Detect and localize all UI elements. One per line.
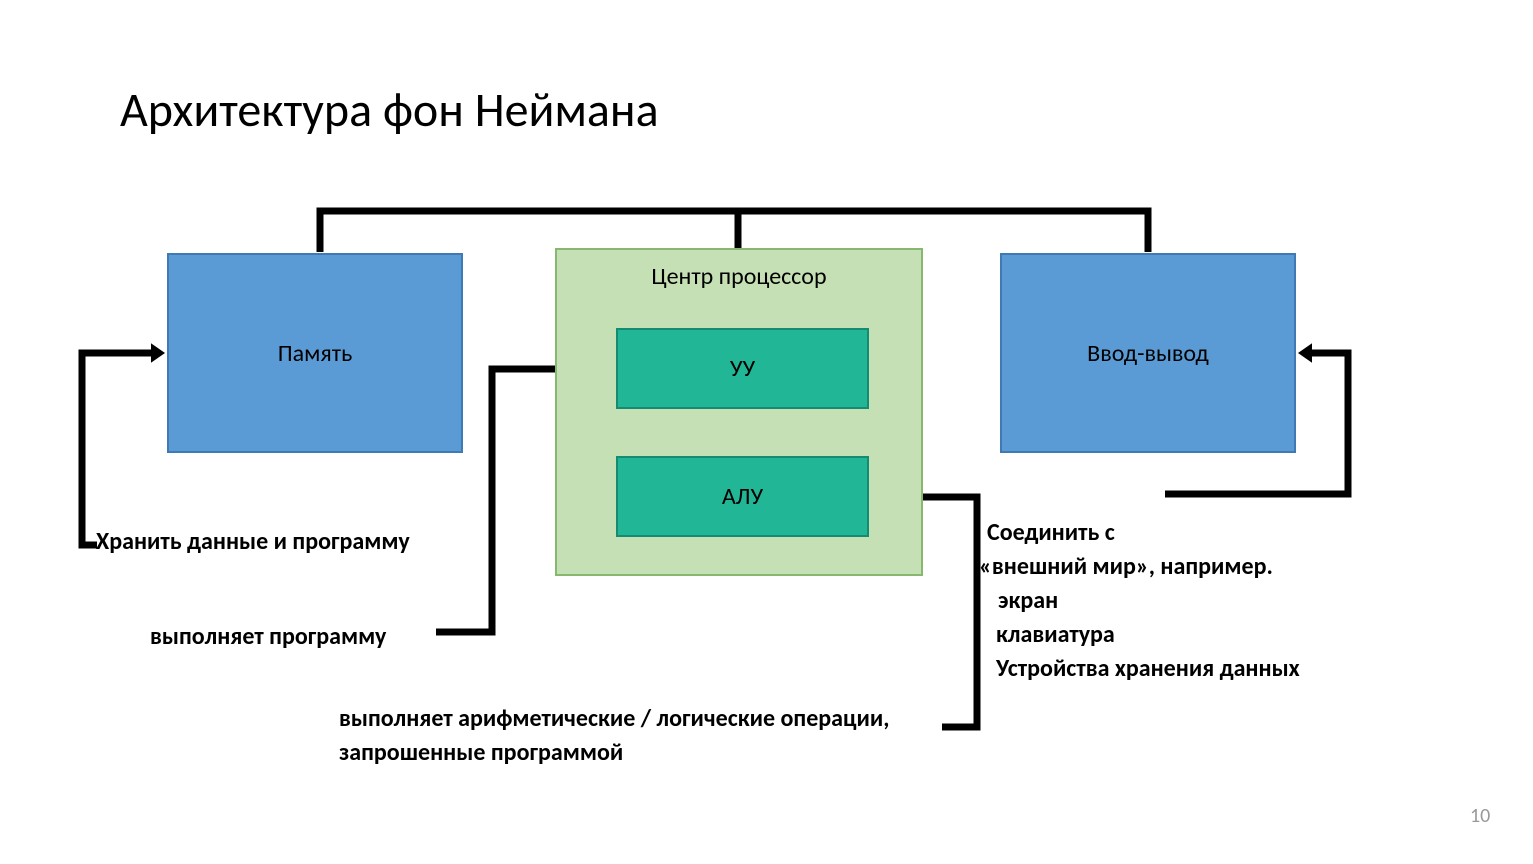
alu-description-line2: запрошенные программой [339, 737, 623, 769]
io-description-line5: Устройства хранения данных [996, 653, 1300, 685]
io-description-line1: Соединить с [987, 517, 1115, 549]
alu-label: АЛУ [722, 482, 763, 511]
memory-label: Память [278, 339, 353, 368]
memory-description: Хранить данные и программу [96, 527, 410, 556]
memory-block: Память [167, 253, 463, 453]
cu-description: выполняет программу [150, 622, 386, 651]
io-block: Ввод-вывод [1000, 253, 1296, 453]
slide-title: Архитектура фон Неймана [120, 80, 659, 139]
control-unit-block: УУ [616, 328, 869, 409]
io-description-line4: клавиатура [996, 619, 1115, 651]
io-description-line3: экран [998, 585, 1058, 617]
alu-block: АЛУ [616, 456, 869, 537]
alu-description-line1: выполняет арифметические / логические оп… [339, 703, 889, 735]
cpu-label: Центр процессор [651, 262, 826, 291]
page-number: 10 [1470, 804, 1490, 828]
cu-label: УУ [730, 354, 755, 383]
io-description-line2: «внешний мир», например. [979, 551, 1273, 583]
io-label: Ввод-вывод [1087, 339, 1209, 368]
